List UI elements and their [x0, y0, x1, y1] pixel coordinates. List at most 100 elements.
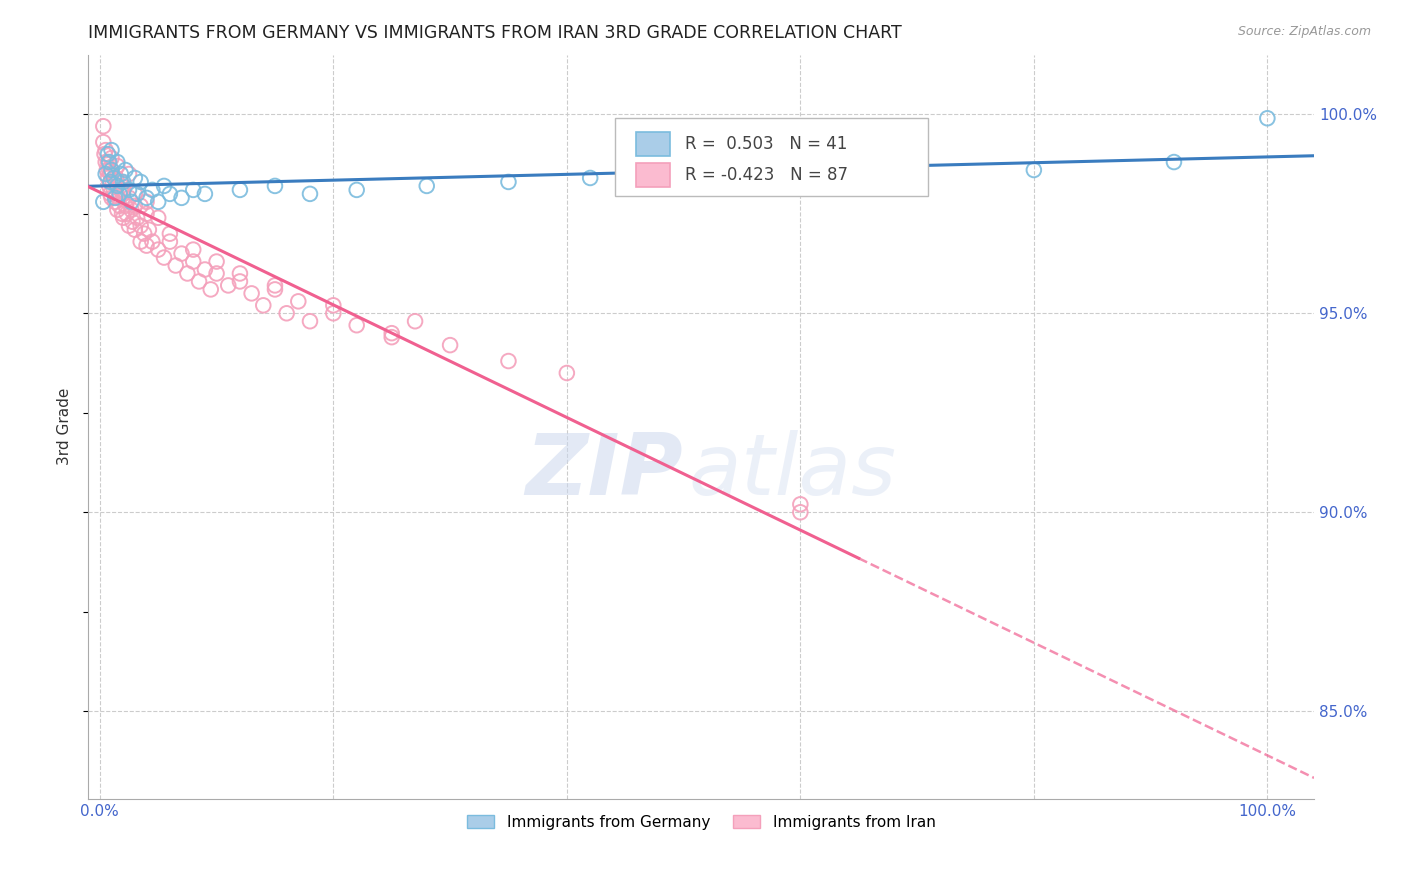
Text: R =  0.503   N = 41: R = 0.503 N = 41	[685, 135, 848, 153]
Point	[165, 259, 187, 273]
Point	[97, 147, 120, 161]
Point	[98, 178, 121, 193]
Point	[322, 298, 344, 312]
Point	[100, 163, 122, 178]
Point	[94, 155, 117, 169]
Point	[170, 246, 193, 260]
Point	[124, 199, 146, 213]
Point	[124, 171, 146, 186]
Point	[98, 163, 121, 178]
Point	[181, 183, 204, 197]
Point	[287, 294, 309, 309]
Point	[108, 199, 131, 213]
Point	[112, 186, 135, 201]
Point	[120, 202, 142, 217]
Text: IMMIGRANTS FROM GERMANY VS IMMIGRANTS FROM IRAN 3RD GRADE CORRELATION CHART: IMMIGRANTS FROM GERMANY VS IMMIGRANTS FR…	[89, 24, 901, 42]
Point	[188, 275, 211, 289]
Point	[153, 251, 176, 265]
Point	[111, 207, 134, 221]
Point	[100, 163, 122, 178]
Point	[104, 191, 127, 205]
Y-axis label: 3rd Grade: 3rd Grade	[58, 388, 72, 466]
Point	[264, 178, 287, 193]
Point	[141, 183, 163, 197]
Point	[114, 199, 136, 213]
Point	[114, 163, 136, 178]
Point	[118, 183, 141, 197]
Point	[789, 505, 811, 519]
Point	[264, 282, 287, 296]
Point	[322, 306, 344, 320]
Point	[94, 167, 117, 181]
Point	[439, 338, 461, 352]
Point	[1163, 155, 1185, 169]
Point	[120, 194, 142, 209]
Point	[579, 171, 602, 186]
Point	[381, 326, 404, 341]
Point	[153, 178, 176, 193]
Point	[103, 171, 125, 186]
Point	[110, 175, 132, 189]
Point	[498, 354, 520, 368]
Point	[91, 120, 114, 134]
Point	[110, 167, 132, 181]
Point	[97, 171, 120, 186]
Point	[138, 223, 160, 237]
Point	[105, 155, 128, 169]
Point	[135, 194, 157, 209]
Point	[129, 235, 152, 249]
Point	[108, 186, 131, 201]
Point	[170, 191, 193, 205]
Point	[118, 167, 141, 181]
Point	[789, 167, 811, 181]
Point	[129, 199, 152, 213]
Point	[194, 186, 217, 201]
Point	[404, 314, 426, 328]
Point	[105, 178, 128, 193]
Point	[96, 163, 118, 178]
Point	[101, 175, 124, 189]
Point	[107, 191, 129, 205]
Point	[159, 186, 181, 201]
Point	[264, 278, 287, 293]
Point	[200, 282, 222, 296]
Point	[100, 143, 122, 157]
Point	[416, 178, 439, 193]
Point	[98, 167, 121, 181]
Text: ZIP: ZIP	[524, 430, 683, 513]
Point	[181, 243, 204, 257]
Point	[105, 159, 128, 173]
Point	[98, 186, 121, 201]
Point	[905, 167, 928, 181]
Point	[110, 183, 132, 197]
Point	[135, 238, 157, 252]
Point	[252, 298, 274, 312]
Point	[148, 194, 170, 209]
Point	[194, 262, 217, 277]
Point	[104, 194, 127, 209]
Point	[498, 175, 520, 189]
Point	[91, 194, 114, 209]
Point	[298, 186, 321, 201]
Point	[118, 191, 141, 205]
Point	[141, 235, 163, 249]
Point	[105, 171, 128, 186]
Point	[129, 219, 152, 233]
Point	[176, 267, 198, 281]
FancyBboxPatch shape	[616, 118, 928, 196]
Point	[159, 227, 181, 241]
Point	[112, 175, 135, 189]
Point	[100, 191, 122, 205]
Point	[98, 175, 121, 189]
Point	[148, 243, 170, 257]
Point	[135, 207, 157, 221]
Point	[1256, 112, 1278, 126]
Point	[91, 135, 114, 149]
Point	[346, 183, 368, 197]
Text: R = -0.423   N = 87: R = -0.423 N = 87	[685, 166, 848, 184]
Point	[1022, 163, 1045, 178]
Point	[100, 151, 122, 165]
Point	[115, 207, 138, 221]
Point	[229, 267, 252, 281]
Point	[112, 211, 135, 225]
